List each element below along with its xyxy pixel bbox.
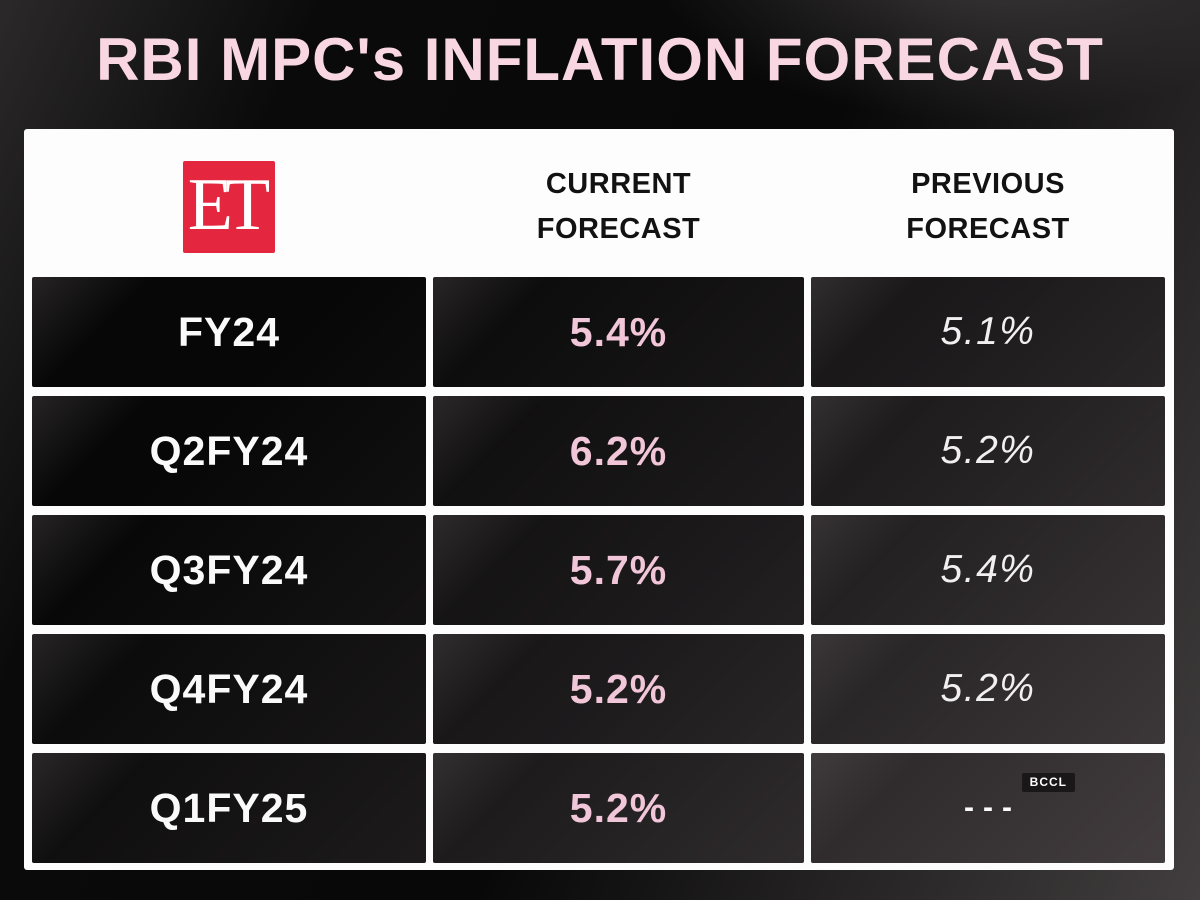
table-header-row: ET CURRENT FORECAST PREVIOUS FORECAST <box>32 137 1166 277</box>
et-logo-text: ET <box>187 164 270 246</box>
period-cell: Q3FY24 <box>32 515 426 625</box>
current-forecast-value: 5.4% <box>569 308 668 355</box>
current-forecast-cell: 5.4% <box>433 277 804 387</box>
current-forecast-cell: 5.2% <box>433 634 804 744</box>
period-label: FY24 <box>178 308 280 355</box>
logo-cell: ET <box>32 137 426 277</box>
current-forecast-value: 5.2% <box>569 784 668 831</box>
column-header-label: CURRENT FORECAST <box>536 168 701 245</box>
period-label: Q3FY24 <box>149 546 309 593</box>
previous-forecast-cell: 5.2% <box>811 396 1165 506</box>
previous-forecast-value: 5.4% <box>940 548 1036 591</box>
period-cell: Q2FY24 <box>32 396 426 506</box>
bccl-watermark: BCCL <box>1021 773 1075 793</box>
period-cell: FY24 <box>32 277 426 387</box>
column-header-current-forecast: CURRENT FORECAST <box>433 137 804 277</box>
column-header-label: PREVIOUS FORECAST <box>906 168 1070 245</box>
forecast-table-panel: ET CURRENT FORECAST PREVIOUS FORECAST FY… <box>24 129 1174 870</box>
current-forecast-value: 5.2% <box>569 665 668 712</box>
previous-forecast-cell: BCCL --- <box>811 753 1165 863</box>
page-title: RBI MPC's INFLATION FORECAST <box>96 26 1104 93</box>
current-forecast-cell: 6.2% <box>433 396 804 506</box>
period-cell: Q4FY24 <box>32 634 426 744</box>
table-body: FY24 5.4% 5.1% Q2FY24 6.2% 5.2% Q3FY24 <box>32 277 1166 863</box>
current-forecast-cell: 5.7% <box>433 515 804 625</box>
previous-forecast-value: 5.2% <box>940 429 1036 472</box>
column-header-previous-forecast: PREVIOUS FORECAST <box>811 137 1165 277</box>
et-logo: ET <box>183 161 275 253</box>
current-forecast-cell: 5.2% <box>433 753 804 863</box>
period-label: Q1FY25 <box>149 784 309 831</box>
previous-forecast-cell: 5.4% <box>811 515 1165 625</box>
current-forecast-value: 6.2% <box>569 427 668 474</box>
period-label: Q4FY24 <box>149 665 309 712</box>
current-forecast-value: 5.7% <box>569 546 668 593</box>
previous-forecast-value: --- <box>964 791 1021 824</box>
previous-forecast-value: 5.1% <box>940 310 1036 353</box>
period-label: Q2FY24 <box>149 427 309 474</box>
previous-forecast-value: 5.2% <box>940 667 1036 710</box>
previous-forecast-cell: 5.1% <box>811 277 1165 387</box>
previous-forecast-cell: 5.2% <box>811 634 1165 744</box>
period-cell: Q1FY25 <box>32 753 426 863</box>
